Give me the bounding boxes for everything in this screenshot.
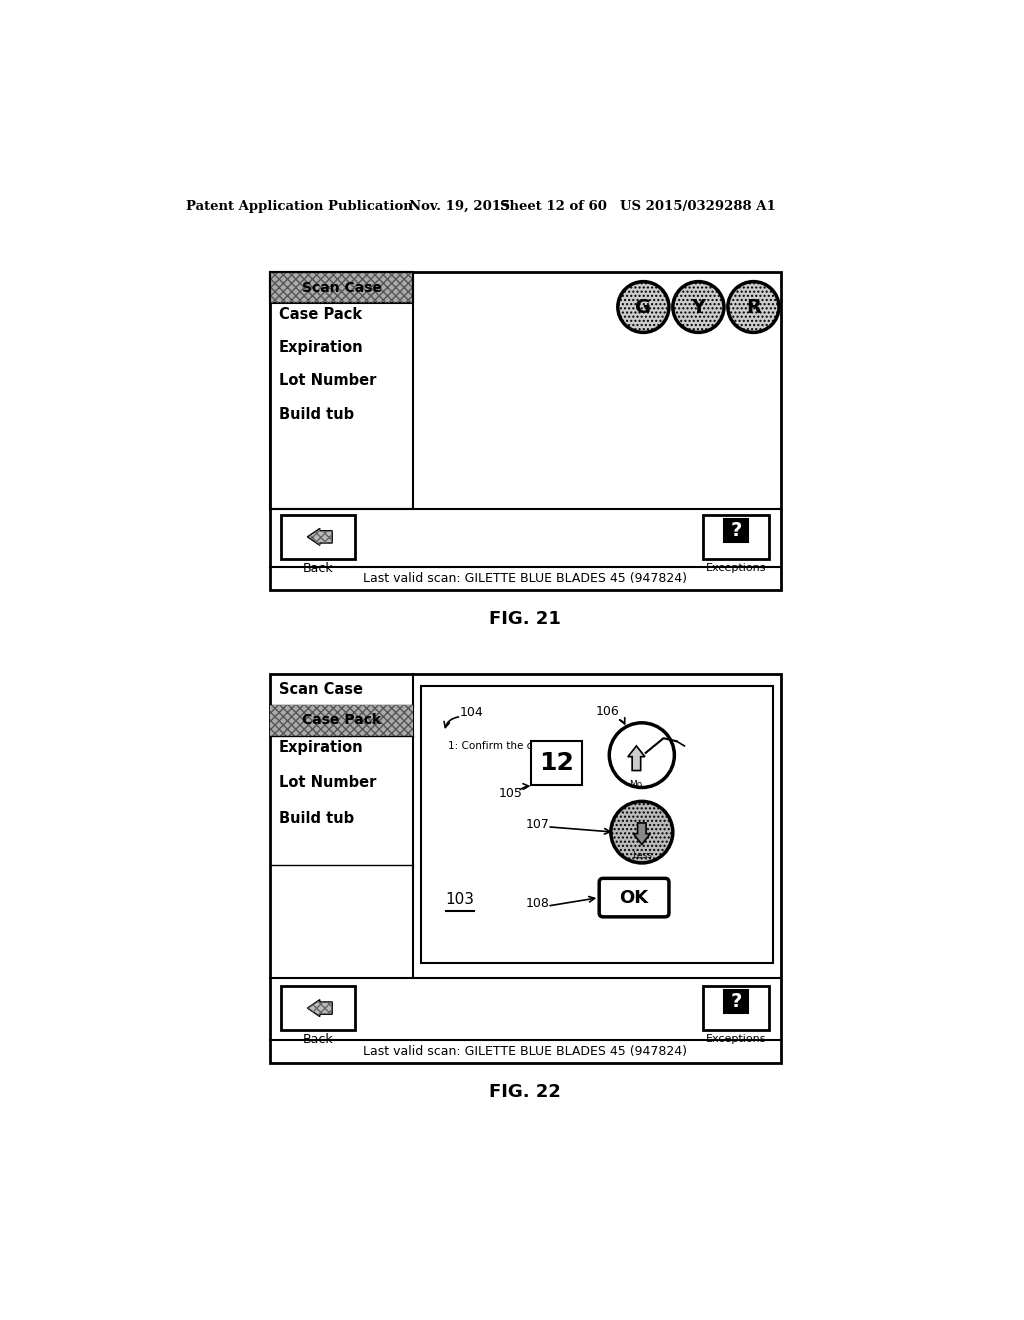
Bar	[282, 515, 355, 558]
Bar	[270, 705, 414, 737]
Bar	[270, 272, 414, 508]
Bar	[703, 986, 769, 1030]
Text: Lot Number: Lot Number	[280, 775, 377, 791]
FancyArrow shape	[628, 746, 645, 771]
Text: Sheet 12 of 60: Sheet 12 of 60	[500, 199, 607, 213]
FancyArrow shape	[307, 999, 332, 1016]
Text: G: G	[635, 297, 651, 317]
Bar	[270, 272, 414, 304]
Text: 105: 105	[499, 787, 522, 800]
Text: Nov. 19, 2015: Nov. 19, 2015	[409, 199, 510, 213]
Text: 108: 108	[525, 898, 550, 911]
Text: OK: OK	[620, 888, 648, 907]
Text: US 2015/0329288 A1: US 2015/0329288 A1	[621, 199, 776, 213]
Text: Scan Case: Scan Case	[301, 281, 382, 294]
Text: Mo: Mo	[629, 780, 642, 789]
Text: ?: ?	[730, 993, 741, 1011]
FancyArrow shape	[307, 528, 332, 545]
Circle shape	[728, 281, 779, 333]
Bar	[703, 515, 769, 558]
Bar	[724, 990, 748, 1014]
FancyArrow shape	[633, 822, 650, 845]
Text: FIG. 22: FIG. 22	[489, 1084, 561, 1101]
Bar	[270, 272, 780, 590]
Text: Back: Back	[303, 561, 334, 574]
Text: Build tub: Build tub	[280, 407, 354, 421]
Text: Back: Back	[303, 1032, 334, 1045]
Text: ?: ?	[730, 521, 741, 540]
Circle shape	[617, 281, 669, 333]
Text: Last valid scan: GILETTE BLUE BLADES 45 (947824): Last valid scan: GILETTE BLUE BLADES 45 …	[364, 572, 687, 585]
Circle shape	[611, 801, 673, 863]
Text: Lot Number: Lot Number	[280, 374, 377, 388]
Bar	[724, 519, 748, 543]
Text: Patent Application Publication: Patent Application Publication	[186, 199, 413, 213]
Text: Case Pack: Case Pack	[280, 308, 362, 322]
Bar	[421, 686, 773, 964]
Text: Last valid scan: GILETTE BLUE BLADES 45 (947824): Last valid scan: GILETTE BLUE BLADES 45 …	[364, 1045, 687, 1059]
Bar	[531, 741, 582, 785]
Text: Expiration: Expiration	[280, 341, 364, 355]
Text: 104: 104	[460, 706, 483, 719]
Bar	[270, 705, 414, 737]
Text: 103: 103	[445, 892, 475, 907]
Text: Case Pack: Case Pack	[302, 714, 381, 727]
Text: Less: Less	[632, 851, 651, 859]
Text: 107: 107	[525, 818, 550, 832]
Text: Exceptions: Exceptions	[706, 564, 766, 573]
Text: Build tub: Build tub	[280, 810, 354, 826]
Text: 106: 106	[595, 705, 620, 718]
Text: Y: Y	[691, 297, 706, 317]
Circle shape	[673, 281, 724, 333]
Bar	[282, 986, 355, 1030]
Text: FIG. 21: FIG. 21	[489, 610, 561, 628]
Text: Scan Case: Scan Case	[280, 682, 364, 697]
Circle shape	[609, 723, 675, 788]
Bar	[270, 675, 780, 1063]
FancyBboxPatch shape	[599, 878, 669, 917]
Bar	[270, 272, 414, 304]
Text: Exceptions: Exceptions	[706, 1035, 766, 1044]
Text: 1: Confirm the case pack: 1: Confirm the case pack	[449, 741, 579, 751]
Text: Expiration: Expiration	[280, 741, 364, 755]
Text: 12: 12	[540, 751, 574, 775]
Text: R: R	[745, 297, 761, 317]
